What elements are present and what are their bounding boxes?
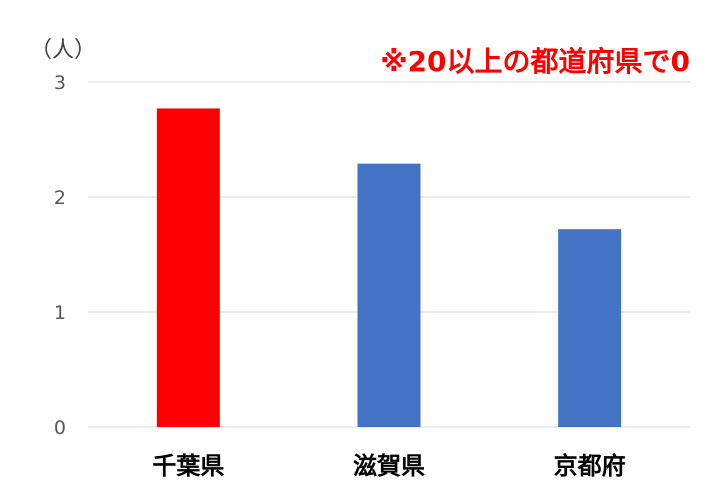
y-tick-labels: 0 1 2 3 [54, 72, 66, 439]
bar-3 [558, 229, 622, 427]
category-labels: 千葉県 滋賀県 京都府 [152, 452, 625, 480]
category-label: 京都府 [554, 452, 626, 480]
category-label: 滋賀県 [353, 452, 425, 480]
y-tick-label: 1 [54, 302, 66, 324]
y-axis-unit-label: （人） [30, 38, 97, 63]
y-tick-label: 2 [54, 187, 66, 209]
bar-2 [357, 163, 421, 427]
chart-annotation: ※20以上の都道府県で0 [380, 45, 690, 78]
y-tick-label: 0 [54, 417, 66, 439]
bars [156, 108, 622, 427]
y-tick-label: 3 [54, 72, 66, 94]
bar-1 [156, 108, 220, 427]
category-label: 千葉県 [152, 452, 224, 480]
